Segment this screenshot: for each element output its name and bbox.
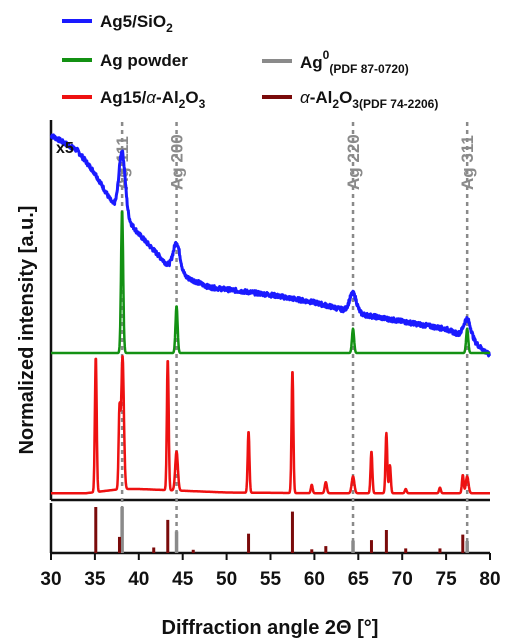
series-line — [50, 210, 491, 355]
reflection-label: Ag 311 — [458, 135, 477, 190]
x-tick-label: 35 — [84, 569, 106, 590]
series-line — [49, 133, 492, 358]
reflection-label: Ag 220 — [344, 134, 363, 190]
x-axis-title: Diffraction angle 2Θ [°] — [162, 617, 379, 639]
legend-label-agpowder: Ag powder — [100, 51, 188, 70]
y-axis-title: Normalized intensity [a.u.] — [16, 206, 38, 455]
legend: Ag5/SiO2 Ag powder Ag15/α-Al2O3 Ag0(PDF … — [62, 12, 438, 111]
legend-label-al2o3: α-Al2O3(PDF 74-2206) — [300, 88, 438, 111]
x-tick-label: 55 — [260, 569, 282, 590]
x-tick-label: 50 — [216, 569, 237, 590]
legend-label-ag0: Ag0(PDF 87-0720) — [300, 48, 409, 76]
plot-area: Ag 111 Ag 200 Ag 220 Ag 311 30 35 40 45 50 55 60 6… — [40, 120, 501, 590]
reference-sticks — [94, 507, 469, 553]
legend-entry-ag5: Ag5/SiO2 — [62, 12, 173, 35]
x-tick-label: 40 — [128, 569, 149, 590]
legend-entry-al2o3: α-Al2O3(PDF 74-2206) — [262, 88, 438, 111]
x-tick-label: 65 — [348, 569, 370, 590]
series-layer — [49, 133, 492, 495]
legend-label-ag15: Ag15/α-Al2O3 — [100, 88, 206, 111]
x-tick-label: 45 — [172, 569, 194, 590]
x-tick-label: 60 — [304, 569, 325, 590]
x-tick-label: 75 — [436, 569, 458, 590]
scale-factor-label: x5 — [56, 140, 74, 157]
legend-entry-ag15: Ag15/α-Al2O3 — [62, 88, 206, 111]
x-tick-label: 80 — [479, 569, 500, 590]
series-line — [50, 354, 491, 495]
x-tick-label: 30 — [40, 569, 61, 590]
x-tick-label: 70 — [392, 569, 413, 590]
legend-entry-ag0: Ag0(PDF 87-0720) — [262, 48, 409, 76]
legend-entry-agpowder: Ag powder — [62, 51, 188, 70]
legend-label-ag5: Ag5/SiO2 — [100, 12, 173, 35]
reflection-label: Ag 200 — [168, 134, 187, 190]
x-ticks: 30 35 40 45 50 55 60 65 70 75 80 — [40, 553, 501, 590]
